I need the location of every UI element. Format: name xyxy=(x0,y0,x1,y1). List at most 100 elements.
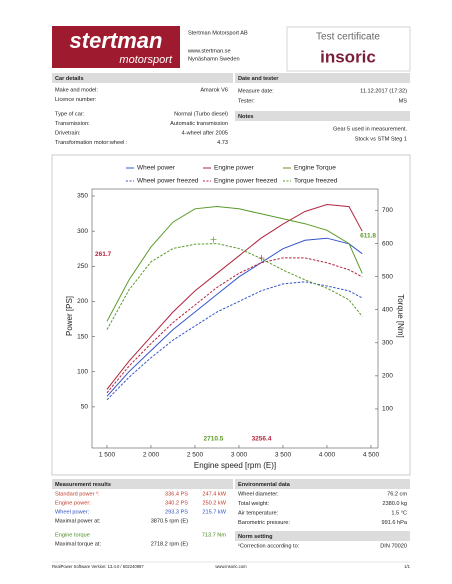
x-tick-label: 3 500 xyxy=(275,452,292,459)
row-label: Maximal torque at: xyxy=(55,541,101,547)
series-line xyxy=(106,281,363,401)
row-label: Type of car: xyxy=(55,111,85,117)
section-title: Date and tester xyxy=(238,76,279,82)
logo-sub: motorsport xyxy=(119,54,173,66)
legend-label: Engine power xyxy=(214,165,255,172)
section-header xyxy=(52,479,233,489)
y-tick-label: 250 xyxy=(77,263,88,270)
legend-label: Torque freezed xyxy=(294,178,338,185)
row-value: 340.2 PS xyxy=(165,500,188,506)
row-value: 713.7 Nm xyxy=(202,532,227,538)
row-value: Amarok V6 xyxy=(200,87,228,93)
note-line: Gear 5 used in measurement. xyxy=(333,126,407,132)
series-line xyxy=(106,243,363,330)
row-label: Transmission: xyxy=(55,121,90,127)
row-value: 76.2 cm xyxy=(387,491,407,497)
y-tick-label: 150 xyxy=(77,333,88,340)
marker-rpm: 2710.5 xyxy=(204,436,224,443)
row-value: 247.4 kW xyxy=(202,491,226,497)
row-label: Drivetrain: xyxy=(55,130,81,136)
y2-tick-label: 700 xyxy=(382,207,393,214)
row-label: Licence number: xyxy=(55,97,97,103)
x-tick-label: 4 500 xyxy=(363,452,380,459)
row-value: Normal (Turbo diesel) xyxy=(174,111,228,117)
y-axis-title: Power [PS] xyxy=(65,296,74,336)
row-label: Barometric pressure: xyxy=(238,520,290,526)
series-line xyxy=(106,205,363,322)
row-label: Wheel diameter: xyxy=(238,491,279,497)
marker-value: 261.7 xyxy=(95,251,112,258)
row-label: Tester: xyxy=(238,98,255,104)
series-line xyxy=(106,203,363,390)
section-header xyxy=(235,111,410,121)
row-value: 3870.5 rpm (E) xyxy=(151,518,188,524)
row-label: Engine power: xyxy=(55,500,91,506)
row-label: ¹Correction according to: xyxy=(238,543,300,549)
row-value: MS xyxy=(399,98,408,104)
section-header xyxy=(235,73,410,83)
cert-box xyxy=(286,26,411,72)
series-line xyxy=(106,257,363,394)
legend-label: Engine power freezed xyxy=(214,178,278,185)
row-value: 336.4 PS xyxy=(165,491,188,497)
section-header xyxy=(235,479,410,489)
row-label: Total weight: xyxy=(238,501,270,507)
plot-frame xyxy=(91,188,379,449)
y2-tick-label: 100 xyxy=(382,406,393,413)
y2-tick-label: 600 xyxy=(382,240,393,247)
x-tick-label: 3 000 xyxy=(231,452,248,459)
chart-frame xyxy=(51,154,411,476)
marker-rpm: 3256.4 xyxy=(252,436,272,443)
y-tick-label: 300 xyxy=(77,228,88,235)
row-value: DIN 70020 xyxy=(380,543,407,549)
row-label: Transformation motor:wheel : xyxy=(55,140,128,146)
x-tick-label: 2 000 xyxy=(143,452,160,459)
y-tick-label: 200 xyxy=(77,298,88,305)
row-value: 215.7 kW xyxy=(202,509,226,515)
section-title: Norm setting xyxy=(238,534,273,540)
row-value: 4.73 xyxy=(217,140,228,146)
row-value: 991.6 hPa xyxy=(381,520,407,526)
brand: insoric xyxy=(320,47,376,66)
y2-tick-label: 300 xyxy=(382,340,393,347)
logo-box xyxy=(52,26,180,68)
row-value: 2718.2 rpm (E) xyxy=(151,541,188,547)
section-title: Measurement results xyxy=(55,482,111,488)
section-title: Environmental data xyxy=(238,482,291,488)
row-label: Air temperature: xyxy=(238,510,279,516)
marker-cross xyxy=(258,255,265,262)
footer-site: www.insoric.com xyxy=(215,564,247,569)
x-tick-label: 2 500 xyxy=(187,452,204,459)
marker-value: 611.8 xyxy=(360,232,376,239)
location: Nynäshamn Sweden xyxy=(188,56,240,62)
logo-main: stertman xyxy=(70,28,163,53)
website: www.stertman.se xyxy=(187,48,231,54)
row-label: Make and model: xyxy=(55,87,98,93)
marker-cross xyxy=(210,236,217,243)
row-value: 4-wheel after 2005 xyxy=(182,130,228,136)
row-value: 2380.0 kg xyxy=(382,501,407,507)
y-tick-label: 350 xyxy=(77,193,88,200)
row-label: Wheel power: xyxy=(55,509,90,515)
legend-label: Engine Torque xyxy=(294,165,336,172)
legend-label: Wheel power xyxy=(137,165,176,172)
x-axis-title: Engine speed [rpm (E)] xyxy=(194,461,276,470)
section-title: Car details xyxy=(55,76,84,82)
x-tick-label: 1 500 xyxy=(99,452,116,459)
y2-tick-label: 400 xyxy=(382,306,393,313)
y-tick-label: 100 xyxy=(77,368,88,375)
row-label: Maximal power at: xyxy=(55,518,101,524)
row-value: Automatic transmission xyxy=(170,121,228,127)
row-label: Measure date: xyxy=(238,88,274,94)
x-tick-label: 4 000 xyxy=(319,452,336,459)
note-line: Stock vs STM Steg 1 xyxy=(355,136,407,142)
row-value: 250.2 kW xyxy=(202,500,226,506)
row-value: 11.12.2017 (17:32) xyxy=(360,88,407,94)
y2-tick-label: 500 xyxy=(382,273,393,280)
footer-software: RealPower Software Version: 13.4.0 / 602… xyxy=(52,564,144,569)
y2-tick-label: 200 xyxy=(382,373,393,380)
cert-title: Test certificate xyxy=(316,32,380,43)
row-label: Engine torque xyxy=(55,532,90,538)
section-header xyxy=(235,531,410,541)
